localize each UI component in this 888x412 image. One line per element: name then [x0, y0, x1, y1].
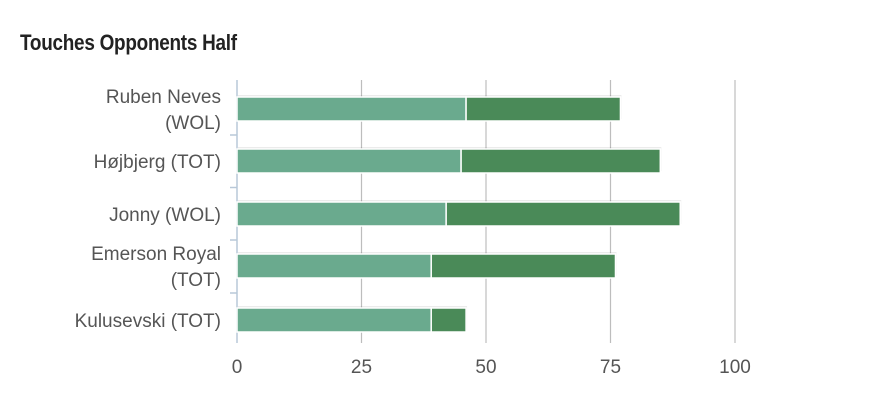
x-tick-label: 100 — [719, 357, 751, 378]
category-label: Højbjerg (TOT) — [94, 152, 221, 173]
bar-series2-row5[interactable] — [430, 307, 467, 333]
bar-series2-row3[interactable] — [445, 201, 681, 227]
category-label: Emerson Royal — [91, 244, 221, 265]
bar-series2-row2[interactable] — [460, 148, 662, 174]
bar-series1-row1[interactable] — [236, 96, 467, 122]
bar-series2-row1[interactable] — [465, 96, 622, 122]
bar-series1-row2[interactable] — [236, 148, 462, 174]
bar-series1-row5[interactable] — [236, 307, 432, 333]
bars — [236, 95, 682, 333]
y-axis — [230, 80, 238, 343]
x-tick-label: 75 — [600, 357, 621, 378]
x-tick-label: 25 — [351, 357, 372, 378]
bar-series1-row3[interactable] — [236, 201, 447, 227]
x-tick-label: 50 — [475, 357, 496, 378]
x-tick-label: 0 — [232, 357, 243, 378]
x-tick-labels: 0 25 50 75 100 — [232, 357, 751, 378]
category-label: (WOL) — [165, 113, 221, 134]
category-labels: Ruben Neves (WOL) Højbjerg (TOT) Jonny (WOL… — [75, 87, 221, 332]
category-label: Kulusevski (TOT) — [75, 311, 221, 332]
chart-title: Touches Opponents Half — [20, 30, 237, 55]
category-label: Jonny (WOL) — [109, 205, 221, 226]
bar-series2-row4[interactable] — [430, 253, 617, 279]
category-label: (TOT) — [171, 270, 221, 291]
category-label: Ruben Neves — [106, 87, 221, 108]
bar-series1-row4[interactable] — [236, 253, 432, 279]
